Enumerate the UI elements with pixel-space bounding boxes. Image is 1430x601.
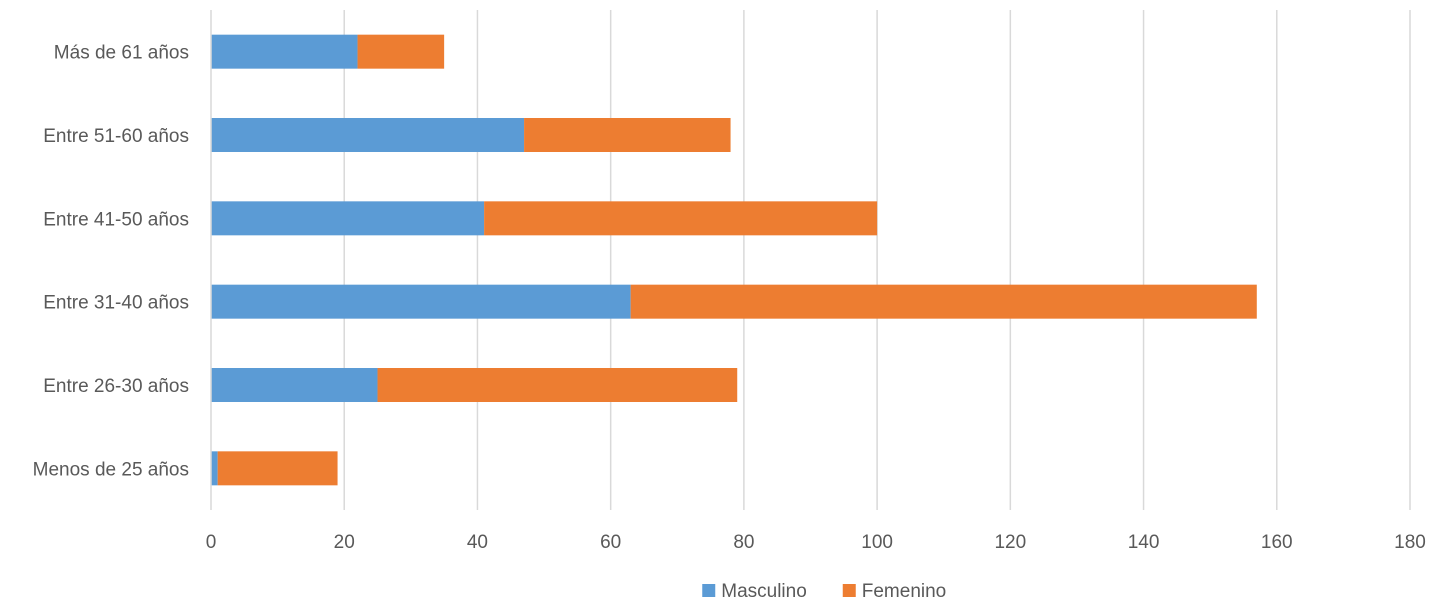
bars (211, 34, 1257, 486)
category-label: Entre 26-30 años (43, 376, 189, 397)
category-label: Más de 61 años (54, 43, 189, 64)
bar-femenino-0 (217, 451, 338, 486)
x-tick-label: 120 (994, 532, 1026, 553)
gridlines (343, 10, 1411, 510)
x-tick-label: 180 (1394, 532, 1426, 553)
axes: 0 20 40 60 80 100 120 140 160 180 Menos de 25 años… (33, 10, 1426, 553)
category-label: Entre 51-60 años (43, 126, 189, 147)
category-label: Menos de 25 años (33, 459, 189, 480)
bar-femenino-3 (484, 201, 878, 236)
bar-masculino-1 (211, 368, 378, 402)
bar-masculino-4 (211, 118, 525, 152)
legend: Masculino Femenino (702, 581, 946, 601)
bar-masculino-2 (211, 284, 631, 319)
legend-label-masculino: Masculino (721, 581, 807, 601)
bar-femenino-2 (630, 284, 1257, 319)
category-label: Entre 41-50 años (43, 209, 189, 230)
legend-swatch-femenino (842, 584, 856, 597)
x-tick-label: 160 (1261, 532, 1293, 553)
x-tick-label: 20 (334, 532, 355, 553)
legend-swatch-masculino (702, 584, 716, 597)
bar-masculino-3 (211, 201, 485, 236)
bar-femenino-1 (377, 368, 738, 402)
category-label: Entre 31-40 años (43, 293, 189, 314)
bar-masculino-0 (211, 451, 218, 486)
x-tick-label: 40 (467, 532, 488, 553)
bar-masculino-5 (211, 34, 358, 69)
x-tick-label: 100 (861, 532, 893, 553)
bar-femenino-5 (357, 34, 445, 69)
x-tick-label: 80 (733, 532, 754, 553)
x-tick-label: 0 (206, 532, 217, 553)
bar-femenino-4 (524, 118, 731, 152)
x-tick-label: 140 (1128, 532, 1160, 553)
x-tick-label: 60 (600, 532, 621, 553)
legend-label-femenino: Femenino (862, 581, 947, 601)
